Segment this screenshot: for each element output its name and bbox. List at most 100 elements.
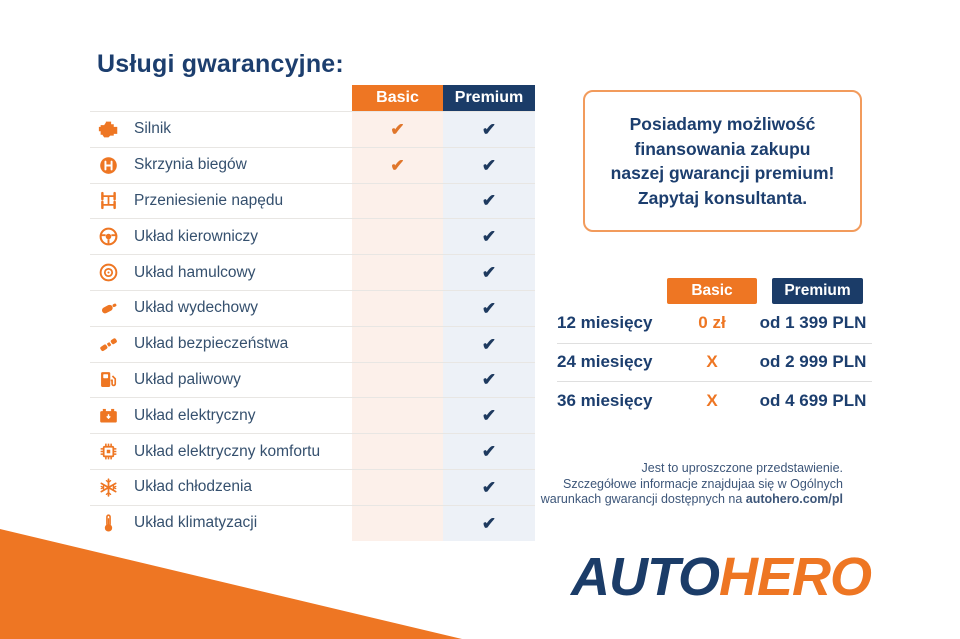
check-icon: ✔	[481, 155, 497, 175]
basic-availability-cell	[352, 183, 443, 219]
pricing-table: Basic Premium 12 miesięcy 0 zł od 1 399 PL…	[557, 278, 872, 420]
pricing-basic-value: X	[706, 390, 718, 410]
warranty-table: Basic Premium Silnik ✔ ✔ Skrzynia biegów ✔ ✔ P…	[90, 85, 535, 541]
check-icon: ✔	[390, 155, 405, 175]
warranty-row: Układ wydechowy ✔	[90, 289, 535, 326]
warranty-row-labelcell: Układ klimatyzacji	[90, 506, 352, 541]
warranty-table-body: Silnik ✔ ✔ Skrzynia biegów ✔ ✔ Przeniesienie n…	[90, 111, 535, 541]
warranty-row-labelcell: Układ chłodzenia	[90, 470, 352, 505]
basic-availability-cell	[352, 290, 443, 326]
thermometer-icon	[98, 513, 119, 534]
check-icon: ✔	[481, 513, 497, 533]
warranty-row-labelcell: Układ elektryczny komfortu	[90, 434, 352, 469]
engine-icon	[98, 119, 119, 140]
check-icon: ✔	[481, 334, 497, 354]
check-icon: ✔	[481, 442, 497, 462]
premium-availability-cell: ✔	[443, 112, 535, 147]
disclaimer-line: Szczegółowe informacje znajdujaa się w O…	[562, 476, 843, 491]
warranty-row-labelcell: Przeniesienie napędu	[90, 184, 352, 219]
premium-availability-cell: ✔	[443, 255, 535, 290]
pricing-period: 24 miesięcy	[557, 352, 653, 372]
disclaimer-line: Jest to uproszczone przedstawienie.	[641, 461, 844, 475]
warranty-table-header: Basic Premium	[352, 85, 535, 111]
chip-icon	[98, 441, 119, 462]
basic-availability-cell	[352, 219, 443, 255]
basic-availability-cell	[352, 362, 443, 398]
premium-availability-cell: ✔	[443, 326, 535, 362]
warranty-row: Układ elektryczny ✔	[90, 397, 535, 434]
warranty-row: Układ chłodzenia ✔	[90, 468, 535, 505]
check-icon: ✔	[481, 191, 497, 211]
pricing-col-header-basic: Basic	[667, 278, 757, 304]
basic-availability-cell	[352, 469, 443, 505]
pricing-table-header: Basic Premium	[667, 278, 872, 304]
warranty-row-label: Układ elektryczny	[134, 406, 256, 424]
check-icon: ✔	[481, 263, 497, 283]
pricing-period: 12 miesięcy	[557, 313, 653, 333]
pricing-premium-value: od 2 999 PLN	[759, 352, 867, 372]
basic-availability-cell	[352, 398, 443, 434]
check-icon: ✔	[481, 119, 497, 139]
warranty-row: Skrzynia biegów ✔ ✔	[90, 146, 535, 183]
seatbelt-icon	[98, 334, 119, 355]
basic-availability-cell	[352, 255, 443, 290]
pricing-premium-value: od 4 699 PLN	[759, 390, 867, 410]
logo-auto-text: AUTO	[571, 547, 720, 607]
premium-availability-cell: ✔	[443, 183, 535, 219]
financing-promo-box: Posiadamy możliwość finansowania zakupu …	[583, 90, 862, 232]
warranty-col-header-basic: Basic	[352, 85, 443, 111]
warranty-row: Układ kierowniczy ✔	[90, 218, 535, 255]
premium-availability-cell: ✔	[443, 505, 535, 541]
pricing-period: 36 miesięcy	[557, 390, 653, 410]
promo-line: Posiadamy możliwość	[629, 114, 816, 134]
check-icon: ✔	[481, 298, 497, 318]
promo-line: naszej gwarancji premium!	[610, 163, 835, 183]
logo-hero-text: HERO	[719, 547, 872, 607]
website-link: autohero.com/pl	[745, 492, 843, 506]
pricing-premium-value: od 1 399 PLN	[759, 313, 867, 333]
warranty-row-label: Układ chłodzenia	[134, 478, 253, 496]
premium-availability-cell: ✔	[443, 469, 535, 505]
warranty-row-label: Układ kierowniczy	[134, 227, 259, 245]
warranty-row-labelcell: Silnik	[90, 112, 352, 147]
warranty-row-label: Układ hamulcowy	[134, 263, 256, 281]
warranty-row-label: Układ paliwowy	[134, 370, 241, 388]
warranty-row: Silnik ✔ ✔	[90, 111, 535, 147]
warranty-row-label: Skrzynia biegów	[134, 156, 247, 174]
steering-wheel-icon	[98, 226, 119, 247]
premium-availability-cell: ✔	[443, 147, 535, 183]
warranty-row-label: Silnik	[134, 120, 172, 138]
premium-availability-cell: ✔	[443, 219, 535, 255]
brake-disc-icon	[98, 262, 119, 283]
check-icon: ✔	[481, 406, 497, 426]
check-icon: ✔	[481, 477, 497, 497]
page-title: Usługi gwarancyjne:	[97, 50, 344, 78]
warranty-row-label: Układ bezpieczeństwa	[134, 335, 289, 353]
disclaimer: Jest to uproszczone przedstawienie. Szcz…	[541, 461, 843, 508]
premium-availability-cell: ✔	[443, 362, 535, 398]
warranty-row: Przeniesienie napędu ✔	[90, 182, 535, 219]
basic-availability-cell	[352, 326, 443, 362]
warranty-row-labelcell: Skrzynia biegów	[90, 148, 352, 183]
basic-availability-cell	[352, 434, 443, 469]
warranty-row: Układ bezpieczeństwa ✔	[90, 325, 535, 362]
warranty-row-label: Układ wydechowy	[134, 299, 259, 317]
battery-icon	[98, 405, 119, 426]
pricing-col-header-premium: Premium	[772, 278, 863, 304]
basic-availability-cell: ✔	[352, 112, 443, 147]
warranty-row: Układ elektryczny komfortu ✔	[90, 433, 535, 469]
warranty-row-labelcell: Układ paliwowy	[90, 363, 352, 398]
premium-availability-cell: ✔	[443, 290, 535, 326]
disclaimer-line: warunkach gwarancji dostępnych na autohe…	[540, 492, 843, 506]
premium-availability-cell: ✔	[443, 398, 535, 434]
pricing-row: 12 miesięcy 0 zł od 1 399 PLN	[557, 304, 872, 343]
check-icon: ✔	[390, 119, 405, 139]
warranty-row-labelcell: Układ wydechowy	[90, 291, 352, 326]
promo-line: finansowania zakupu	[634, 138, 811, 159]
warranty-row-labelcell: Układ elektryczny	[90, 398, 352, 433]
gearbox-icon	[98, 155, 119, 176]
